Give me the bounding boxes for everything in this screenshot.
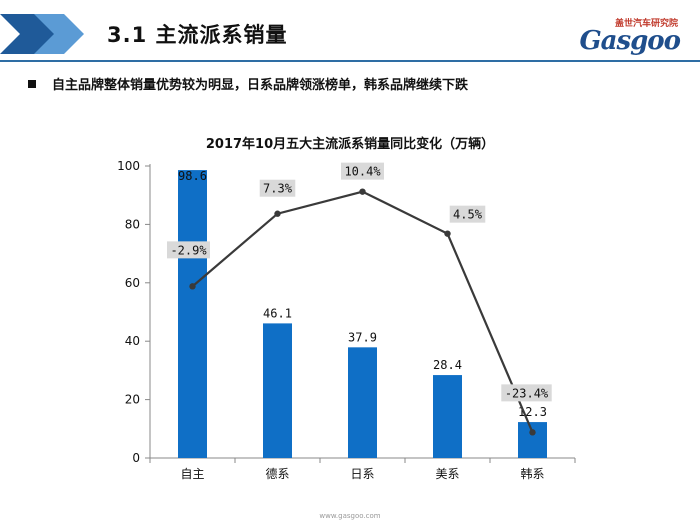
page-title: 3.1 主流派系销量 <box>107 23 288 47</box>
bar-value-label: 46.1 <box>263 306 292 320</box>
y-tick-label: 40 <box>125 334 140 348</box>
yoy-label-box <box>167 241 210 259</box>
bar <box>518 422 547 458</box>
bar-value-label: 28.4 <box>433 358 462 372</box>
yoy-point <box>529 429 536 436</box>
x-tick-label: 自主 <box>180 467 204 481</box>
bar <box>433 375 462 458</box>
x-tick-label: 美系 <box>435 467 459 481</box>
footer-url: www.gasgoo.com <box>319 512 381 520</box>
square-bullet-icon <box>28 80 36 88</box>
brand-wordmark: Gasgoo <box>579 26 681 56</box>
yoy-label-box <box>341 162 384 180</box>
y-tick-label: 80 <box>125 217 140 231</box>
slide-header: 3.1 主流派系销量 盖世汽车研究院 Gasgoo <box>0 0 700 80</box>
yoy-value-label: -2.9% <box>170 243 207 257</box>
yoy-point <box>444 230 451 237</box>
bar <box>348 347 377 458</box>
y-tick-label: 60 <box>125 276 140 290</box>
x-tick-label: 德系 <box>265 466 289 481</box>
x-tick-label: 日系 <box>350 467 374 481</box>
header-divider <box>0 60 700 62</box>
chevron-arrows-icon <box>0 14 84 54</box>
yoy-point <box>359 188 366 195</box>
yoy-label-box <box>501 384 552 402</box>
brand-chinese-name: 盖世汽车研究院 <box>614 19 678 29</box>
yoy-label-box <box>449 205 486 223</box>
yoy-value-label: 7.3% <box>263 182 293 196</box>
chart-title: 2017年10月五大主流派系销量同比变化（万辆） <box>205 137 495 152</box>
brand-logo: 盖世汽车研究院 Gasgoo <box>578 14 690 58</box>
yoy-value-label: 4.5% <box>453 208 483 222</box>
yoy-point <box>274 210 281 217</box>
y-tick-label: 20 <box>125 393 140 407</box>
bar <box>178 170 207 458</box>
bar-value-label: 37.9 <box>348 330 377 344</box>
y-tick-label: 0 <box>132 451 140 465</box>
yoy-label-box <box>259 179 296 197</box>
bar <box>263 323 292 458</box>
bar-value-label: 98.6 <box>178 169 207 183</box>
yoy-value-label: 10.4% <box>344 165 381 179</box>
yoy-point <box>189 283 196 290</box>
yoy-value-label: -23.4% <box>505 386 549 400</box>
headline-text: 自主品牌整体销量优势较为明显，日系品牌领涨榜单，韩系品牌继续下跌 <box>52 78 469 93</box>
y-tick-label: 100 <box>117 159 140 173</box>
x-tick-label: 韩系 <box>520 466 544 481</box>
headline: 自主品牌整体销量优势较为明显，日系品牌领涨榜单，韩系品牌继续下跌 <box>28 74 468 93</box>
